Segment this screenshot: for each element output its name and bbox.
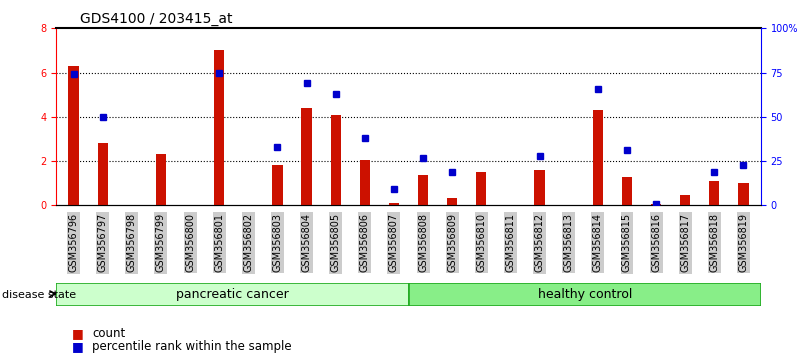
Bar xyxy=(709,181,719,205)
Text: GDS4100 / 203415_at: GDS4100 / 203415_at xyxy=(80,12,232,27)
Bar xyxy=(651,204,661,205)
Bar xyxy=(56,283,409,306)
Bar xyxy=(680,195,690,205)
Bar xyxy=(447,198,457,205)
Bar xyxy=(739,183,749,205)
Bar xyxy=(68,66,78,205)
Bar xyxy=(534,170,545,205)
Bar xyxy=(593,110,603,205)
Text: ■: ■ xyxy=(72,327,84,340)
Bar xyxy=(409,283,761,306)
Bar xyxy=(418,176,429,205)
Text: percentile rank within the sample: percentile rank within the sample xyxy=(92,340,292,353)
Bar xyxy=(214,51,224,205)
Bar xyxy=(360,160,370,205)
Bar xyxy=(156,154,166,205)
Text: healthy control: healthy control xyxy=(537,288,632,301)
Bar xyxy=(98,143,108,205)
Bar xyxy=(301,108,312,205)
Bar xyxy=(622,177,632,205)
Bar xyxy=(477,172,486,205)
Text: disease state: disease state xyxy=(2,290,76,299)
Text: count: count xyxy=(92,327,126,340)
Bar xyxy=(272,166,283,205)
Bar xyxy=(331,115,340,205)
Bar xyxy=(388,203,399,205)
Text: ■: ■ xyxy=(72,340,84,353)
Text: pancreatic cancer: pancreatic cancer xyxy=(176,288,288,301)
